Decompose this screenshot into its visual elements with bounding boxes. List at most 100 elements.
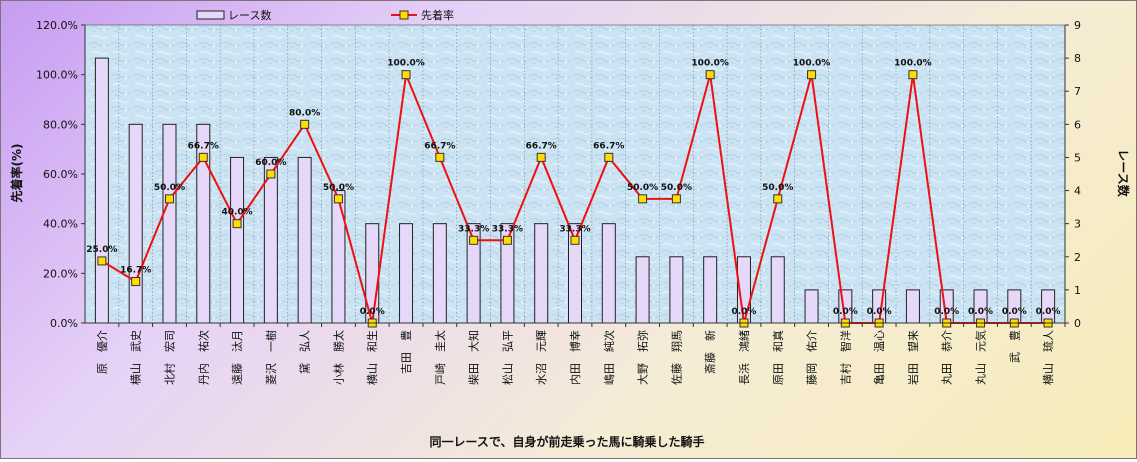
category-label: 丸田 恭介: [941, 330, 954, 385]
point-marker: [300, 119, 310, 129]
bar: [432, 223, 447, 324]
category-label: 武 豊: [1008, 330, 1021, 363]
right-axis-title: レース数: [1116, 149, 1131, 197]
bar: [804, 289, 819, 324]
point-marker: [908, 70, 918, 80]
right-tick-label: 9: [1074, 19, 1081, 32]
data-label: 66.7%: [526, 141, 557, 151]
point-marker: [97, 256, 107, 266]
category-label: 内田 博幸: [568, 330, 582, 385]
data-label: 100.0%: [387, 59, 425, 69]
right-tick-label: 7: [1074, 85, 1081, 98]
right-tick-label: 1: [1074, 284, 1081, 297]
left-axis-title: 先着率(%): [9, 144, 24, 203]
bar: [94, 57, 109, 324]
category-label: 嶋田 純次: [602, 330, 616, 385]
data-label: 50.0%: [323, 183, 354, 193]
point-marker: [705, 70, 715, 80]
right-tick-label: 6: [1074, 118, 1081, 131]
point-marker: [807, 70, 817, 80]
left-tick-label: 0.0%: [50, 317, 78, 330]
right-tick-label: 4: [1074, 185, 1081, 198]
category-label: 吉田 豊: [400, 330, 413, 374]
data-label: 0.0%: [867, 307, 892, 317]
data-label: 0.0%: [1036, 307, 1061, 317]
category-label: 原田 和真: [771, 330, 785, 385]
bar: [162, 123, 177, 324]
point-marker: [198, 152, 208, 162]
point-marker: [604, 152, 614, 162]
category-label: 横山 琉人: [1041, 330, 1055, 385]
data-label: 0.0%: [360, 307, 385, 317]
point-marker: [536, 152, 546, 162]
data-label: 40.0%: [221, 208, 252, 218]
category-label: 小林 勝太: [331, 330, 345, 385]
category-label: 丸山 元気: [974, 330, 988, 385]
point-marker: [671, 194, 681, 204]
data-label: 80.0%: [289, 108, 320, 118]
x-axis-title: 同一レースで、自身が前走乗った馬に騎乗した騎手: [430, 434, 705, 449]
data-label: 0.0%: [934, 307, 959, 317]
bar: [601, 223, 616, 324]
data-labels: 25.0% 16.7% 50.0% 66.7% 40.0% 60.0% 80.0% 50.0%…: [86, 59, 1060, 317]
point-marker: [502, 235, 512, 245]
bar: [399, 223, 414, 324]
point-marker: [435, 152, 445, 162]
data-label: 0.0%: [731, 307, 756, 317]
data-label: 50.0%: [154, 183, 185, 193]
bar: [128, 123, 143, 324]
left-tick-label: 60.0%: [43, 168, 78, 181]
category-label: 戸崎 圭太: [433, 330, 447, 385]
left-tick-label: 80.0%: [43, 118, 78, 131]
point-marker: [401, 70, 411, 80]
bar: [635, 256, 650, 324]
category-label: 横山 和生: [365, 330, 379, 385]
right-tick-label: 8: [1074, 52, 1081, 65]
data-label: 0.0%: [1002, 307, 1027, 317]
right-tick-label: 0: [1074, 317, 1081, 330]
category-label: 遠藤 汰月: [230, 330, 244, 385]
category-label: 岩田 望来: [906, 330, 920, 385]
left-tick-label: 20.0%: [43, 267, 78, 280]
data-label: 50.0%: [762, 183, 793, 193]
data-label: 16.7%: [120, 266, 151, 276]
legend-line-label: 先着率: [421, 8, 454, 22]
right-tick-label: 5: [1074, 151, 1081, 164]
category-label: 大野 拓弥: [636, 330, 650, 385]
legend-bar-swatch: [196, 10, 225, 20]
data-label: 66.7%: [593, 141, 624, 151]
bar: [230, 156, 245, 324]
category-label: 佐藤 翔馬: [669, 330, 683, 385]
point-marker: [131, 277, 141, 287]
data-label: 50.0%: [661, 183, 692, 193]
left-tick-label: 100.0%: [36, 69, 78, 82]
category-label: 吉村 智洋: [838, 330, 852, 385]
bar: [905, 289, 920, 324]
point-marker: [469, 235, 479, 245]
point-marker: [333, 194, 343, 204]
data-label: 33.3%: [458, 224, 489, 234]
point-marker: [266, 169, 276, 179]
category-label: 藤岡 佑介: [805, 330, 819, 385]
axes: 0.0%20.0%40.0%60.0%80.0%100.0%120.0%0123…: [36, 19, 1081, 385]
point-marker: [638, 194, 648, 204]
right-tick-label: 3: [1074, 218, 1081, 231]
point-marker: [232, 219, 242, 229]
legend: レース数 先着率: [196, 8, 454, 22]
point-marker: [773, 194, 783, 204]
bar: [331, 190, 346, 324]
category-label: 黛 弘人: [299, 330, 312, 374]
data-label: 0.0%: [833, 307, 858, 317]
category-label: 柴田 大知: [467, 330, 481, 385]
left-tick-label: 40.0%: [43, 218, 78, 231]
data-label: 100.0%: [894, 59, 932, 69]
category-label: 原 優介: [96, 330, 109, 374]
bar: [534, 223, 549, 324]
category-label: 菱沢 一樹: [264, 330, 278, 385]
data-label: 33.3%: [559, 224, 590, 234]
right-tick-label: 2: [1074, 251, 1081, 264]
category-label: 亀田 温心: [872, 330, 886, 385]
data-label: 60.0%: [255, 158, 286, 168]
bar: [669, 256, 684, 324]
